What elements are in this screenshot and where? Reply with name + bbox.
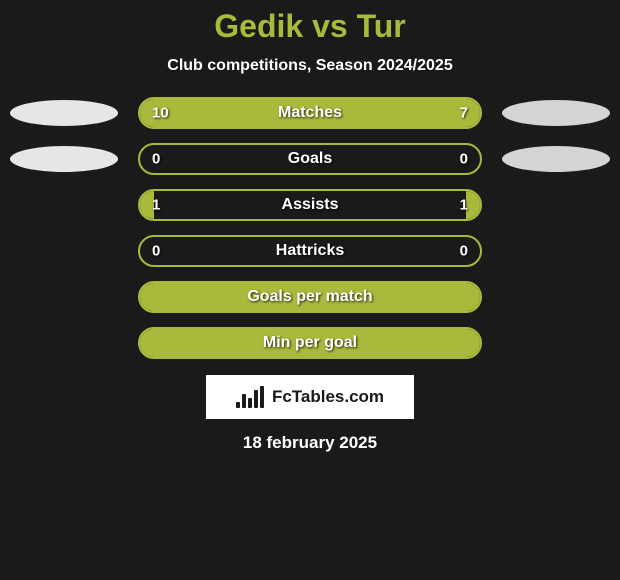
stat-bar: Goals per match (138, 281, 482, 313)
stat-label: Hattricks (276, 242, 344, 260)
fill-right (466, 191, 480, 219)
player-oval-right (502, 146, 610, 172)
player-oval-right (502, 100, 610, 126)
stat-bar: 10 Matches 7 (138, 97, 482, 129)
stat-label: Goals (288, 150, 332, 168)
date-text: 18 february 2025 (243, 433, 377, 453)
left-oval-slot (4, 146, 124, 172)
stat-label: Goals per match (247, 288, 372, 306)
comparison-row: 1 Assists 1 (0, 189, 620, 221)
stat-label: Matches (278, 104, 342, 122)
comparison-row: Goals per match (0, 281, 620, 313)
value-left: 10 (152, 105, 169, 122)
value-left: 0 (152, 151, 160, 168)
stat-bar: Min per goal (138, 327, 482, 359)
stat-bar: 0 Goals 0 (138, 143, 482, 175)
comparison-row: 0 Goals 0 (0, 143, 620, 175)
comparison-rows: 10Matches70Goals01Assists10Hattricks0Goa… (0, 97, 620, 359)
comparison-row: 10 Matches 7 (0, 97, 620, 129)
comparison-row: Min per goal (0, 327, 620, 359)
value-right: 7 (460, 105, 468, 122)
right-oval-slot (496, 146, 616, 172)
value-right: 1 (460, 197, 468, 214)
brand-badge: FcTables.com (206, 375, 414, 419)
stat-bar: 1 Assists 1 (138, 189, 482, 221)
player-oval-left (10, 146, 118, 172)
comparison-row: 0 Hattricks 0 (0, 235, 620, 267)
stat-label: Assists (282, 196, 339, 214)
subtitle: Club competitions, Season 2024/2025 (167, 57, 452, 75)
value-right: 0 (460, 243, 468, 260)
value-right: 0 (460, 151, 468, 168)
stat-bar: 0 Hattricks 0 (138, 235, 482, 267)
right-oval-slot (496, 100, 616, 126)
left-oval-slot (4, 100, 124, 126)
bar-chart-icon (236, 386, 266, 408)
value-left: 0 (152, 243, 160, 260)
brand-text: FcTables.com (272, 387, 384, 407)
stat-label: Min per goal (263, 334, 357, 352)
value-left: 1 (152, 197, 160, 214)
player-oval-left (10, 100, 118, 126)
page-title: Gedik vs Tur (214, 8, 405, 45)
